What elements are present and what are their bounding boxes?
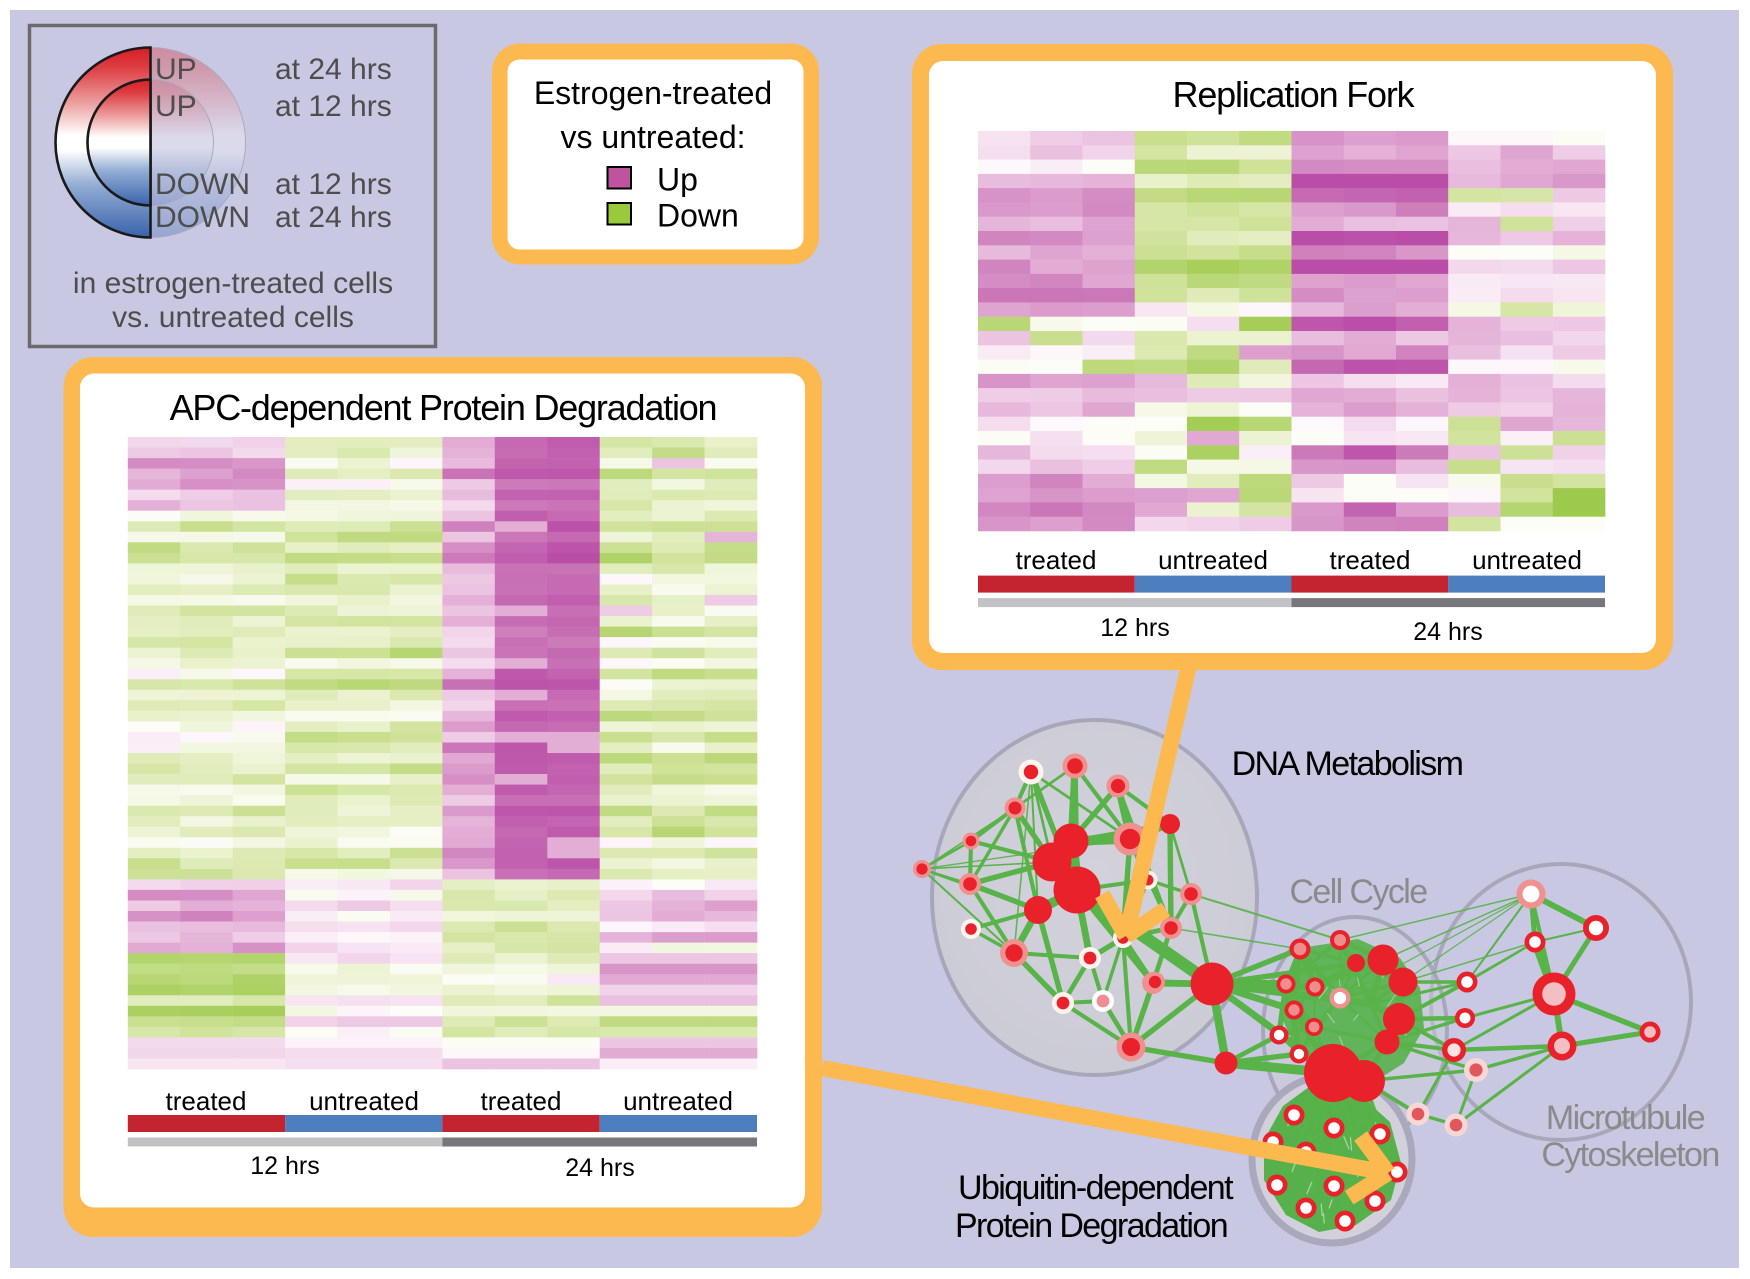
svg-text:Ubiquitin-dependent: Ubiquitin-dependent xyxy=(958,1169,1234,1207)
svg-text:Replication Fork: Replication Fork xyxy=(1173,74,1416,115)
svg-text:Cell Cycle: Cell Cycle xyxy=(1289,873,1427,911)
svg-text:Microtubule: Microtubule xyxy=(1546,1099,1705,1137)
svg-text:Down: Down xyxy=(657,198,739,234)
svg-text:untreated: untreated xyxy=(1158,545,1268,575)
svg-text:treated: treated xyxy=(166,1086,247,1116)
svg-text:Estrogen-treated: Estrogen-treated xyxy=(534,75,772,111)
svg-text:treated: treated xyxy=(1330,545,1411,575)
svg-text:at 24 hrs: at 24 hrs xyxy=(275,201,392,234)
svg-text:DNA Metabolism: DNA Metabolism xyxy=(1232,745,1463,783)
svg-text:Up: Up xyxy=(657,162,698,198)
svg-text:treated: treated xyxy=(481,1086,562,1116)
svg-text:at 12 hrs: at 12 hrs xyxy=(275,168,392,201)
svg-text:untreated: untreated xyxy=(1472,545,1582,575)
svg-text:DOWN: DOWN xyxy=(155,168,250,201)
svg-text:untreated: untreated xyxy=(623,1086,733,1116)
svg-text:treated: treated xyxy=(1016,545,1097,575)
svg-text:at 12 hrs: at 12 hrs xyxy=(275,90,392,123)
svg-text:DOWN: DOWN xyxy=(155,201,250,234)
svg-text:vs untreated:: vs untreated: xyxy=(561,119,746,155)
svg-text:Cytoskeleton: Cytoskeleton xyxy=(1541,1136,1718,1174)
svg-text:24 hrs: 24 hrs xyxy=(1413,618,1482,646)
svg-text:12 hrs: 12 hrs xyxy=(250,1152,319,1180)
svg-text:APC-dependent Protein Degradat: APC-dependent Protein Degradation xyxy=(170,387,717,428)
svg-text:Protein Degradation: Protein Degradation xyxy=(955,1207,1227,1245)
svg-text:at 24 hrs: at 24 hrs xyxy=(275,53,392,86)
svg-text:untreated: untreated xyxy=(309,1086,419,1116)
svg-text:12 hrs: 12 hrs xyxy=(1100,614,1169,642)
svg-text:in estrogen-treated cells: in estrogen-treated cells xyxy=(73,267,393,300)
svg-text:24 hrs: 24 hrs xyxy=(565,1154,634,1182)
svg-text:vs. untreated cells: vs. untreated cells xyxy=(112,301,354,334)
svg-text:UP: UP xyxy=(155,90,197,123)
svg-text:UP: UP xyxy=(155,53,197,86)
